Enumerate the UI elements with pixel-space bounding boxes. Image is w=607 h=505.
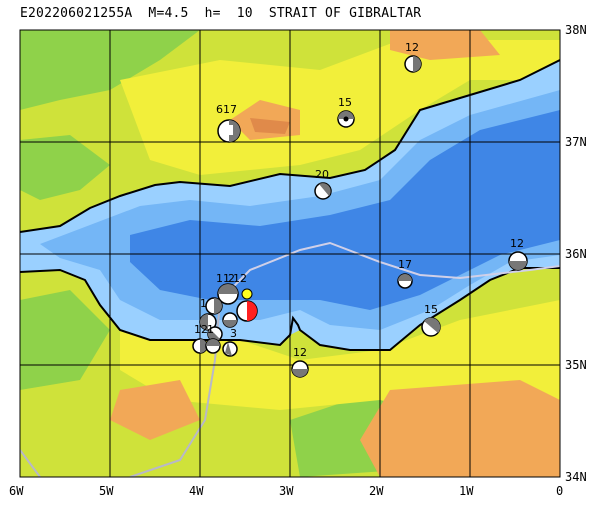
main-event-beachball[interactable]	[236, 300, 258, 322]
lat-label: 38N	[565, 23, 587, 37]
lat-label: 35N	[565, 358, 587, 372]
depth-label: 15	[424, 303, 438, 316]
depth-label: 12	[510, 237, 524, 250]
beachball[interactable]	[199, 313, 217, 331]
beachball[interactable]	[217, 283, 239, 305]
beachball[interactable]	[397, 273, 413, 289]
beachball[interactable]	[205, 338, 221, 354]
north-coastline	[20, 59, 560, 233]
depth-label: 11	[216, 272, 230, 285]
beachball[interactable]	[205, 297, 223, 315]
highland-plateau	[360, 380, 560, 477]
beachball[interactable]	[192, 338, 208, 354]
south-coastline	[20, 267, 560, 351]
lon-label: 0	[556, 484, 563, 498]
depth-label: 17	[398, 258, 412, 271]
fault-trace-sw	[20, 449, 41, 477]
lat-label: 37N	[565, 135, 587, 149]
sea-deep	[130, 110, 560, 310]
lon-label: 2W	[369, 484, 384, 498]
depth-label: 1	[207, 323, 214, 336]
beachball[interactable]	[421, 317, 441, 337]
depth-label: 2	[228, 272, 235, 285]
lat-label: 36N	[565, 247, 587, 261]
depth-label: 1	[200, 297, 207, 310]
depth-label: 12	[233, 272, 247, 285]
highland-east	[390, 30, 500, 60]
beachball[interactable]	[222, 312, 238, 328]
lon-label: 1W	[459, 484, 474, 498]
lon-label: 6W	[9, 484, 24, 498]
graticule	[20, 30, 560, 477]
depth-label: 12	[405, 41, 419, 54]
map-frame	[19, 29, 561, 478]
beachball[interactable]	[337, 110, 355, 128]
depth-label: 617	[216, 103, 237, 116]
depth-label: 15	[338, 96, 352, 109]
beachball[interactable]	[314, 182, 332, 200]
lowland-west	[20, 135, 110, 200]
focal-mechanisms: 12 15 617 20 12 17 15 12	[192, 41, 528, 378]
beachball[interactable]	[222, 341, 238, 357]
lon-label: 4W	[189, 484, 204, 498]
depth-label: 20	[315, 168, 329, 181]
lon-label: 5W	[99, 484, 114, 498]
epicenter-marker	[241, 288, 253, 300]
lat-label: 34N	[565, 470, 587, 484]
beachball[interactable]	[217, 119, 241, 143]
highland-atlas	[110, 380, 200, 440]
beachball[interactable]	[291, 360, 309, 378]
depth-label: 12	[194, 323, 208, 336]
depth-label: 3	[230, 327, 237, 340]
depth-label: 12	[293, 346, 307, 359]
map-title: E202206021255A M=4.5 h= 10 STRAIT OF GIB…	[20, 6, 422, 21]
peak-area	[250, 118, 290, 134]
beachball[interactable]	[404, 55, 422, 73]
beachball[interactable]	[508, 251, 528, 271]
lon-label: 3W	[279, 484, 294, 498]
